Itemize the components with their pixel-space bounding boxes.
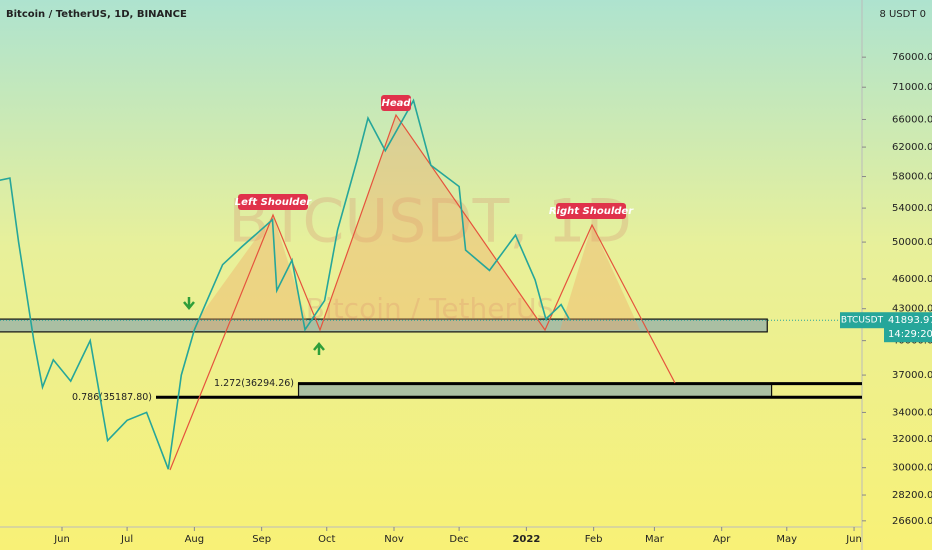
x-tick-label: Aug [185,534,205,545]
x-tick-label: Mar [645,534,665,545]
zone [0,318,768,333]
annotation-box [238,194,308,210]
fib-label: 0.786(35187.80) [72,392,152,403]
y-tick-label: 58000.00 [892,172,932,183]
annotation-box [381,95,411,111]
chart-title: Bitcoin / TetherUS, 1D, BINANCE [6,9,187,20]
y-tick-label: 62000.00 [892,142,932,153]
x-tick-label: Nov [384,534,404,545]
y-tick-label: 43000.00 [892,304,932,315]
x-tick-label: Dec [449,534,468,545]
y-tick-label: 76000.00 [892,52,932,63]
legend: BTCUSDT [841,316,884,326]
y-tick-label: 26600.00 [892,516,932,527]
y-tick-label: 50000.00 [892,237,932,248]
countdown: 14:29:20 [888,329,932,340]
price-tag [884,312,932,343]
annotation: Head [381,98,411,109]
annotation-box [556,203,626,219]
fib-label: 1.272(36294.26) [214,378,294,389]
y-tick-label: 54000.00 [892,203,932,214]
annotation: Left Shoulder [235,197,312,208]
plot [0,98,571,470]
x-tick-label: Feb [585,534,603,545]
y-tick-label: 37000.00 [892,370,932,381]
y-tick-label: 30000.00 [892,463,932,474]
y-tick-label: 32000.00 [892,434,932,445]
pattern-fill [560,225,640,330]
last-price: 41893.97 [888,315,932,326]
x-tick-label: Jun [845,534,862,545]
pattern-line [169,113,676,471]
x-tick-label: Apr [713,534,731,545]
y-tick-label: 66000.00 [892,114,932,125]
axis-unit: 8 USDT 0 [879,9,926,20]
x-tick-label: Jul [120,534,133,545]
y-tick-label: 34000.00 [892,407,932,418]
annotation: Right Shoulder [549,206,634,217]
price-line [0,98,571,470]
zones: 1.272(36294.26) 0.786(35187.80) [0,318,862,403]
x-tick-label: Jun [53,534,70,545]
x-tick-label: May [776,534,797,545]
arrow-up [313,342,325,355]
y-tick-label: 46000.00 [892,274,932,285]
y-tick-label: 71000.00 [892,82,932,93]
symbol-tag [840,312,884,329]
arrow-down [183,297,195,310]
x-tick-label: 2022 [512,534,540,545]
zone [297,382,773,398]
x-tick-label: Sep [252,534,271,545]
y-tick-label: 28200.00 [892,490,932,501]
x-tick-label: Oct [318,534,335,545]
pattern-fill [320,115,545,330]
pattern [169,113,676,471]
